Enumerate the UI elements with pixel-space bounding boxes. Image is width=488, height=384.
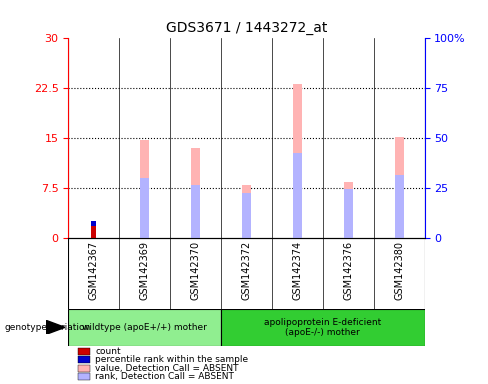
Text: genotype/variation: genotype/variation — [5, 323, 91, 332]
Bar — [140, 178, 149, 238]
Bar — [91, 226, 96, 238]
Bar — [242, 185, 251, 238]
Bar — [293, 153, 302, 238]
Polygon shape — [46, 320, 65, 334]
Bar — [394, 137, 404, 238]
Bar — [293, 84, 302, 238]
Text: apolipoprotein E-deficient
(apoE-/-) mother: apolipoprotein E-deficient (apoE-/-) mot… — [264, 318, 382, 337]
Text: rank, Detection Call = ABSENT: rank, Detection Call = ABSENT — [95, 372, 234, 381]
Bar — [91, 222, 96, 226]
Bar — [68, 309, 221, 346]
Bar — [191, 185, 200, 238]
Bar — [242, 193, 251, 238]
Title: GDS3671 / 1443272_at: GDS3671 / 1443272_at — [166, 21, 327, 35]
Text: percentile rank within the sample: percentile rank within the sample — [95, 355, 248, 364]
Bar — [221, 309, 425, 346]
Text: wildtype (apoE+/+) mother: wildtype (apoE+/+) mother — [82, 323, 207, 332]
Text: count: count — [95, 347, 121, 356]
Bar — [344, 189, 353, 238]
Bar — [140, 139, 149, 238]
Text: value, Detection Call = ABSENT: value, Detection Call = ABSENT — [95, 364, 239, 373]
Bar — [394, 175, 404, 238]
Bar — [344, 182, 353, 238]
Bar — [191, 148, 200, 238]
